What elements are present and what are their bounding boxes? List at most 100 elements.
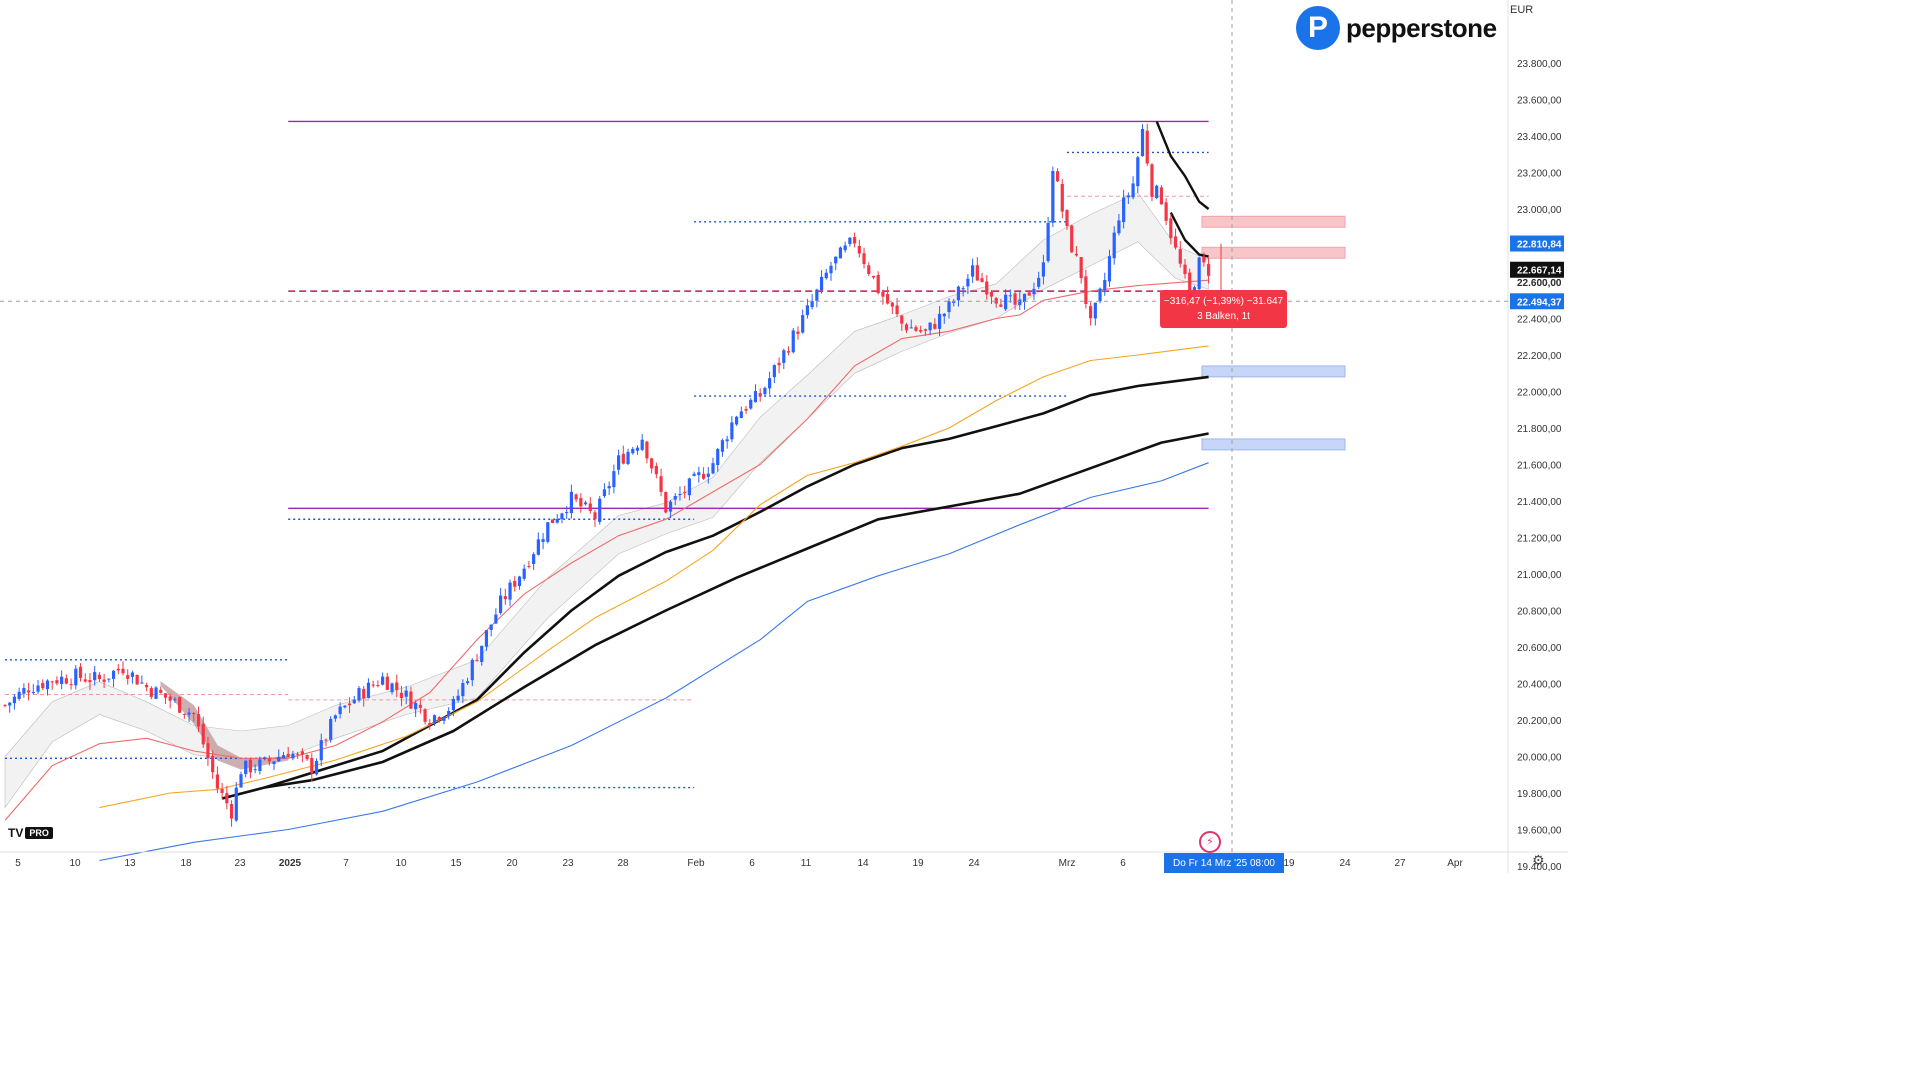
- candle-body: [1079, 257, 1083, 279]
- zone-rect: [1201, 365, 1346, 378]
- candle-body: [900, 315, 904, 324]
- candle-body: [819, 276, 824, 291]
- zone-rect: [1201, 215, 1346, 228]
- candle-body: [1207, 264, 1211, 276]
- candle-body: [178, 697, 182, 713]
- candle-body: [890, 302, 894, 307]
- candle-body: [83, 679, 87, 682]
- candle-body: [975, 265, 979, 281]
- candle-body: [187, 712, 191, 715]
- candle-body: [843, 245, 847, 251]
- y-tick-label: 21.200,00: [1517, 534, 1562, 545]
- candle-body: [126, 675, 130, 679]
- candle-body: [971, 265, 975, 277]
- candle-body: [470, 659, 474, 681]
- candle-body: [499, 595, 503, 613]
- candle-body: [225, 793, 229, 804]
- x-tick-label: 7: [343, 858, 349, 869]
- x-tick-label: 19: [1283, 858, 1295, 869]
- y-tick-label: 23.400,00: [1517, 132, 1562, 143]
- measure-bars: 3 Balken, 1t: [1197, 311, 1250, 322]
- candle-body: [300, 751, 304, 755]
- candle-body: [12, 696, 17, 704]
- candle-body: [1131, 183, 1135, 198]
- candle-body: [69, 684, 73, 686]
- candle-body: [1159, 187, 1163, 205]
- candle-body: [895, 305, 899, 315]
- price-chart[interactable]: 19.400,00 19.600,00 19.800,00 20.000,00 20.2…: [0, 0, 1568, 873]
- candle-body: [532, 554, 536, 564]
- x-tick-label: 10: [69, 858, 81, 869]
- x-tick-label: 2025: [279, 858, 302, 869]
- candle-body: [432, 715, 437, 724]
- candle-body: [1041, 262, 1045, 277]
- candle-body: [716, 448, 720, 466]
- y-tick-label: 19.600,00: [1517, 826, 1562, 837]
- candle-body: [135, 675, 139, 685]
- candle-body: [569, 491, 573, 514]
- currency-label[interactable]: EUR: [1510, 4, 1534, 16]
- crosshair-date-badge: Do Fr 14 Mrz '25 08:00: [1164, 853, 1284, 873]
- candle-body: [357, 688, 361, 701]
- y-tick-label: 22.200,00: [1517, 351, 1562, 362]
- candle-body: [1055, 171, 1060, 182]
- candle-body: [159, 689, 163, 693]
- candle-body: [645, 441, 649, 459]
- candle-body: [692, 473, 696, 476]
- candle-body: [999, 304, 1003, 307]
- candle-body: [631, 448, 635, 454]
- candle-body: [602, 489, 607, 497]
- candle-body: [838, 247, 843, 259]
- candle-body: [347, 703, 352, 706]
- candle-body: [919, 329, 923, 332]
- candle-body: [1103, 279, 1107, 290]
- x-tick-label: 27: [1394, 858, 1406, 869]
- candle-body: [1117, 220, 1121, 234]
- price-label: 22.810,84: [1517, 240, 1562, 251]
- candle-body: [744, 408, 748, 411]
- candle-body: [149, 688, 153, 697]
- x-tick-label: 15: [450, 858, 462, 869]
- candle-body: [310, 757, 314, 774]
- candle-body: [961, 288, 965, 290]
- candle-body: [1046, 223, 1050, 261]
- candle-body: [1140, 128, 1145, 157]
- candle-body: [437, 717, 441, 720]
- candle-body: [17, 691, 21, 699]
- candle-body: [881, 291, 885, 297]
- candle-body: [116, 668, 120, 671]
- candle-body: [980, 278, 984, 282]
- candle-body: [1070, 225, 1074, 253]
- candle-body: [853, 237, 857, 244]
- x-tick-label: Apr: [1447, 858, 1463, 869]
- candle-body: [381, 676, 385, 685]
- y-tick-label: 21.000,00: [1517, 570, 1562, 581]
- candle-body: [687, 478, 691, 496]
- cloud-band: [160, 681, 289, 770]
- candle-body: [50, 681, 54, 683]
- x-tick-label: 24: [1339, 858, 1351, 869]
- candle-body: [277, 756, 281, 762]
- candle-body: [626, 451, 630, 464]
- candle-body: [64, 678, 68, 684]
- tv-logo-text: TV: [8, 826, 24, 840]
- measure-tooltip: −316,47 (−1,39%) −31.647 3 Balken, 1t: [1160, 290, 1287, 328]
- candle-body: [201, 723, 205, 745]
- candle-body: [1178, 249, 1182, 264]
- candle-body: [805, 305, 809, 316]
- candle-body: [1022, 293, 1027, 303]
- candle-body: [706, 473, 710, 477]
- lightning-icon[interactable]: ⚡: [1199, 831, 1221, 853]
- candle-body: [234, 787, 238, 821]
- candle-body: [121, 668, 125, 674]
- settings-gear-icon[interactable]: ⚙: [1532, 852, 1545, 868]
- y-tick-label: 22.000,00: [1517, 388, 1562, 399]
- candle-body: [329, 718, 333, 740]
- candle-body: [560, 513, 564, 520]
- candle-body: [371, 684, 375, 686]
- y-tick-label: 20.800,00: [1517, 607, 1562, 618]
- x-tick-label: 11: [801, 858, 812, 869]
- candle-body: [399, 692, 404, 699]
- candle-body: [1202, 256, 1206, 263]
- candle-body: [862, 253, 866, 264]
